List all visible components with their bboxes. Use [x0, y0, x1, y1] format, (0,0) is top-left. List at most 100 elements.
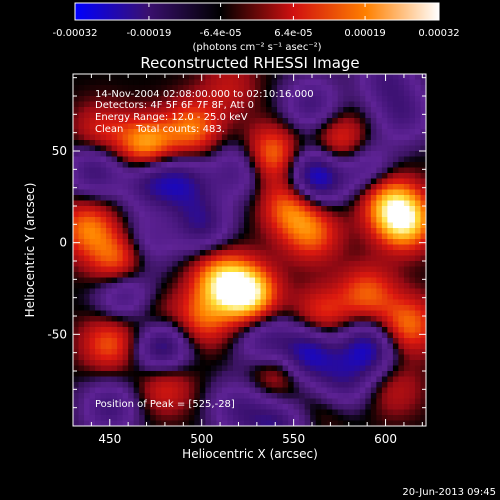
heatmap-cell — [150, 217, 157, 223]
heatmap-cell — [166, 327, 173, 333]
heatmap-cell — [326, 299, 333, 306]
heatmap-cell — [194, 261, 201, 267]
colorbar-ticks: -0.00032 -0.00019 -6.4e-05 6.4e-05 0.00019 0.… — [53, 3, 460, 39]
heatmap-cell — [139, 338, 146, 344]
heatmap-cell — [414, 162, 421, 168]
heatmap-cell — [403, 376, 410, 383]
heatmap-cell — [122, 101, 129, 108]
heatmap-cell — [106, 173, 113, 179]
heatmap-cell — [299, 382, 306, 388]
heatmap-cell — [343, 327, 350, 333]
heatmap-cell — [365, 140, 372, 146]
heatmap-cell — [183, 382, 190, 388]
heatmap-cell — [122, 376, 129, 383]
heatmap-cell — [144, 85, 151, 91]
heatmap-cell — [315, 134, 322, 141]
heatmap-cell — [243, 393, 250, 399]
heatmap-cell — [403, 184, 410, 190]
heatmap-cell — [271, 404, 278, 410]
heatmap-cell — [100, 415, 107, 421]
heatmap-cell — [172, 382, 179, 388]
heatmap-cell — [194, 354, 201, 361]
heatmap-cell — [84, 277, 90, 284]
heatmap-cell — [359, 195, 366, 201]
heatmap-cell — [249, 101, 256, 108]
heatmap-cell — [221, 343, 228, 350]
heatmap-cell — [398, 239, 405, 245]
heatmap-cell — [166, 266, 173, 273]
heatmap-cell — [155, 134, 162, 141]
heatmap-cell — [392, 415, 399, 421]
heatmap-cell — [315, 376, 322, 383]
heatmap-cell — [249, 112, 256, 119]
heatmap-cell — [376, 310, 383, 317]
heatmap-cell — [260, 261, 267, 267]
heatmap-cell — [266, 151, 272, 157]
heatmap-cell — [414, 310, 421, 317]
heatmap-cell — [293, 409, 300, 416]
heatmap-cell — [199, 184, 206, 190]
heatmap-cell — [238, 228, 245, 234]
heatmap-cell — [89, 195, 96, 201]
heatmap-cell — [139, 211, 146, 218]
heatmap-cell — [89, 211, 96, 218]
heatmap-cell — [106, 96, 113, 102]
heatmap-cell — [293, 189, 300, 196]
heatmap-cell — [304, 387, 311, 394]
heatmap-cell — [238, 162, 245, 168]
heatmap-cell — [337, 244, 344, 251]
heatmap-cell — [205, 195, 212, 201]
heatmap-cell — [172, 90, 179, 97]
heatmap-cell — [288, 382, 295, 388]
heatmap-cell — [139, 200, 146, 207]
heatmap-cell — [227, 409, 234, 416]
heatmap-cell — [359, 244, 366, 251]
heatmap-cell — [249, 310, 256, 317]
heatmap-cell — [183, 404, 190, 410]
heatmap-cell — [89, 123, 96, 130]
heatmap-cell — [304, 118, 311, 124]
heatmap-cell — [73, 272, 79, 278]
heatmap-cell — [210, 222, 217, 229]
heatmap-cell — [255, 145, 261, 152]
heatmap-cell — [271, 79, 278, 86]
heatmap-cell — [84, 244, 90, 251]
heatmap-cell — [166, 112, 173, 119]
heatmap-cell — [177, 195, 184, 201]
heatmap-cell — [84, 288, 90, 295]
heatmap-cell — [227, 415, 234, 421]
heatmap-cell — [194, 222, 201, 229]
heatmap-cell — [122, 134, 129, 141]
heatmap-cell — [282, 360, 289, 366]
heatmap-cell — [221, 349, 228, 355]
heatmap-cell — [321, 354, 328, 361]
heatmap-cell — [326, 123, 333, 130]
heatmap-cell — [387, 156, 394, 163]
heatmap-cell — [73, 316, 79, 322]
heatmap-cell — [172, 316, 179, 322]
heatmap-cell — [304, 140, 311, 146]
heatmap-cell — [249, 184, 256, 190]
heatmap-cell — [321, 184, 328, 190]
heatmap-cell — [266, 327, 272, 333]
heatmap-cell — [337, 85, 344, 91]
heatmap-cell — [144, 239, 151, 245]
heatmap-cell — [398, 151, 405, 157]
heatmap-cell — [293, 167, 300, 174]
heatmap-cell — [227, 321, 234, 328]
heatmap-cell — [100, 365, 107, 372]
heatmap-cell — [73, 382, 79, 388]
heatmap-cell — [210, 349, 217, 355]
heatmap-cell — [255, 299, 261, 306]
heatmap-cell — [243, 79, 250, 86]
heatmap-cell — [359, 272, 366, 278]
heatmap-cell — [343, 354, 350, 361]
heatmap-cell — [73, 294, 79, 300]
heatmap-cell — [249, 250, 256, 256]
heatmap-cell — [166, 244, 173, 251]
heatmap-cell — [288, 74, 295, 80]
heatmap-cell — [199, 310, 206, 317]
heatmap-cell — [310, 387, 317, 394]
heatmap-cell — [282, 96, 289, 102]
heatmap-cell — [414, 321, 421, 328]
